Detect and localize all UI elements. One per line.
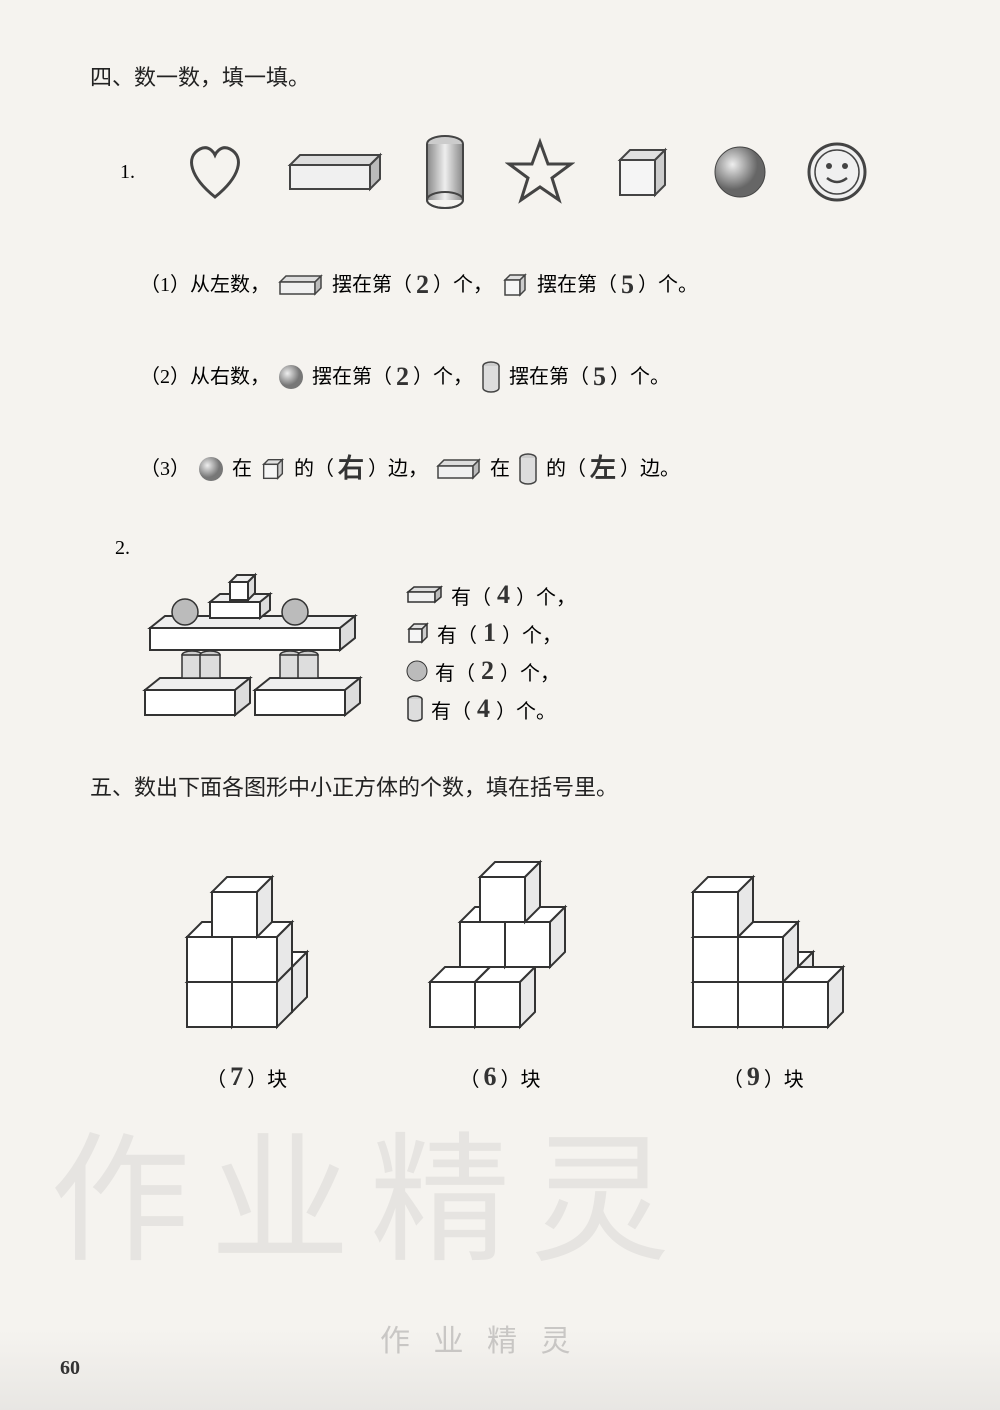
sphere-icon <box>710 142 770 202</box>
q2-suffix: ）个。 <box>610 359 670 395</box>
smiley-icon <box>805 140 870 205</box>
cube-group-1: （ 7 ）块 <box>157 832 337 1092</box>
cylinder-tiny-icon <box>405 694 425 724</box>
problem2: 2. <box>115 537 930 560</box>
cube-figure-2 <box>410 832 590 1032</box>
q2-ans2: 5 <box>593 354 606 401</box>
q3-p4: 在 <box>490 451 510 487</box>
q1-1: （1）从左数， 摆在第（ 2 ）个， 摆在第（ 5 ）个。 <box>140 262 930 309</box>
block-structure-icon <box>115 570 375 730</box>
section5-title: 五、数出下面各图形中小正方体的个数，填在括号里。 <box>90 770 930 802</box>
ans3-val: 9 <box>747 1062 760 1092</box>
ans2-suffix: ）块 <box>500 1063 540 1092</box>
cylinder-small-icon-2 <box>517 452 539 486</box>
cube-label: 有（ <box>437 619 477 648</box>
sphere-label: 有（ <box>435 657 475 686</box>
cube-answer-1: （ 7 ）块 <box>206 1062 287 1092</box>
q3-ans1: 右 <box>338 446 364 493</box>
ans2-val: 6 <box>483 1062 496 1092</box>
cube-answer-3: （ 9 ）块 <box>723 1062 804 1092</box>
ans3-suffix: ）块 <box>764 1063 804 1092</box>
q1-mid: ）个， <box>433 267 493 303</box>
ans1-val: 7 <box>230 1062 243 1092</box>
q2-ans1: 2 <box>396 354 409 401</box>
cuboid-small-icon <box>277 272 325 298</box>
cube-group-3: （ 9 ）块 <box>663 832 863 1092</box>
sphere-suffix: ）个， <box>500 657 560 686</box>
cylinder-ans: 4 <box>477 694 490 724</box>
cube-small-icon <box>500 270 530 300</box>
cube-tiny-icon <box>405 620 431 646</box>
page-number: 60 <box>60 1357 80 1380</box>
count-cuboid: 有（ 4 ）个， <box>405 580 576 610</box>
q1-3: （3） 在 的（ 右 ）边， 在 的（ 左 ）边。 <box>140 446 930 493</box>
cylinder-small-icon <box>480 360 502 394</box>
sphere-small-icon <box>277 363 305 391</box>
problem2-content: 有（ 4 ）个， 有（ 1 ）个， 有（ 2 ）个， 有（ 4 ）个。 <box>115 570 930 730</box>
sphere-small-icon-2 <box>197 455 225 483</box>
q3-p3: ）边， <box>368 451 428 487</box>
q2-prefix: （2）从右数， <box>140 359 270 395</box>
cube-answer-2: （ 6 ）块 <box>459 1062 540 1092</box>
cube-row: （ 7 ）块 （ 6 ）块 <box>120 832 900 1092</box>
sphere-ans: 2 <box>481 656 494 686</box>
cylinder-suffix: ）个。 <box>496 695 556 724</box>
cube-icon <box>610 140 675 205</box>
count-list: 有（ 4 ）个， 有（ 1 ）个， 有（ 2 ）个， 有（ 4 ）个。 <box>405 580 576 724</box>
q1-ans1: 2 <box>416 262 429 309</box>
cube-figure-1 <box>157 832 337 1032</box>
q3-ans2: 左 <box>590 446 616 493</box>
q2-label2: 摆在第（ <box>509 359 589 395</box>
cuboid-label: 有（ <box>451 581 491 610</box>
cylinder-icon <box>420 132 470 212</box>
cuboid-small-icon-2 <box>435 456 483 482</box>
cube-small-icon-2 <box>259 455 287 483</box>
ans3-prefix: （ <box>723 1063 743 1092</box>
q1-prefix: （1）从左数， <box>140 267 270 303</box>
ans1-prefix: （ <box>206 1063 226 1092</box>
cuboid-suffix: ）个， <box>516 581 576 610</box>
count-cube: 有（ 1 ）个， <box>405 618 576 648</box>
problem2-number: 2. <box>115 537 130 559</box>
q1-label1: 摆在第（ <box>332 267 412 303</box>
cube-suffix: ）个， <box>502 619 562 648</box>
cube-ans: 1 <box>483 618 496 648</box>
q1-2: （2）从右数， 摆在第（ 2 ）个， 摆在第（ 5 ）个。 <box>140 354 930 401</box>
problem1-number: 1. <box>120 161 135 184</box>
decorative-base <box>0 1330 1000 1410</box>
cube-figure-3 <box>663 832 863 1032</box>
q1-suffix: ）个。 <box>638 267 698 303</box>
cuboid-icon <box>285 147 385 197</box>
q3-p5: 的（ <box>546 451 586 487</box>
shape-row: 1. <box>120 132 930 212</box>
section4-title: 四、数一数，填一填。 <box>90 60 930 92</box>
star-icon <box>505 137 575 207</box>
watermark: 作业精灵 <box>50 1088 690 1290</box>
q3-p2: 的（ <box>294 451 334 487</box>
cube-group-2: （ 6 ）块 <box>410 832 590 1092</box>
cuboid-tiny-icon <box>405 584 445 606</box>
q2-mid: ）个， <box>413 359 473 395</box>
ans2-prefix: （ <box>459 1063 479 1092</box>
ans1-suffix: ）块 <box>247 1063 287 1092</box>
q3-suffix: ）边。 <box>620 451 680 487</box>
q1-ans2: 5 <box>621 262 634 309</box>
q2-label1: 摆在第（ <box>312 359 392 395</box>
q1-label2: 摆在第（ <box>537 267 617 303</box>
heart-icon <box>180 137 250 207</box>
sphere-tiny-icon <box>405 659 429 683</box>
q3-p1: 在 <box>232 451 252 487</box>
cuboid-ans: 4 <box>497 580 510 610</box>
count-cylinder: 有（ 4 ）个。 <box>405 694 576 724</box>
count-sphere: 有（ 2 ）个， <box>405 656 576 686</box>
q3-prefix: （3） <box>140 451 190 487</box>
cylinder-label: 有（ <box>431 695 471 724</box>
